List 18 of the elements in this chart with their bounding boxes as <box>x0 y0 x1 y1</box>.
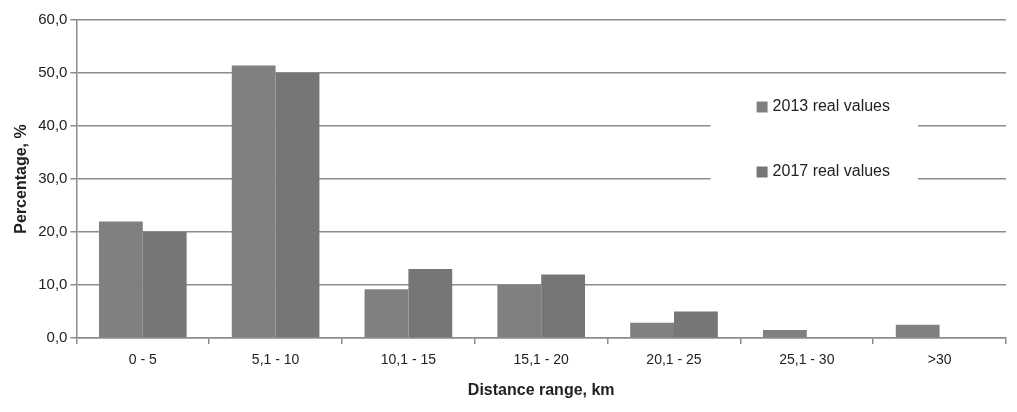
y-tick-label: 20,0 <box>38 222 68 240</box>
x-tick-label: 15,1 - 20 <box>513 351 570 368</box>
y-tick-label: 40,0 <box>38 116 68 134</box>
y-tick-label: 0,0 <box>46 328 68 346</box>
x-tick-label: >30 <box>927 351 952 368</box>
y-tick-label: 60,0 <box>38 10 68 28</box>
x-axis-title: Distance range, km <box>467 380 615 398</box>
legend-label: 2017 real values <box>772 161 891 179</box>
x-tick-label: 25,1 - 30 <box>779 351 835 368</box>
y-tick-label: 30,0 <box>38 169 68 187</box>
x-tick-label: 5,1 - 10 <box>251 351 300 368</box>
y-axis-title: Percentage, % <box>12 124 30 234</box>
y-tick-label: 10,0 <box>38 275 68 293</box>
x-tick-label: 0 - 5 <box>128 351 158 368</box>
y-tick-label: 50,0 <box>38 63 68 81</box>
legend-label: 2013 real values <box>772 96 891 114</box>
x-tick-label: 20,1 - 25 <box>646 351 702 368</box>
x-tick-label: 10,1 - 15 <box>380 351 437 368</box>
